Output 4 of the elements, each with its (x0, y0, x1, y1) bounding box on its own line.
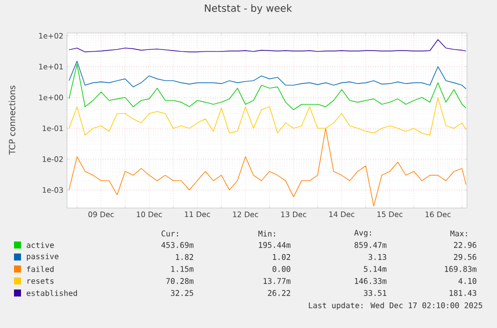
y-axis-title: TCP connections (8, 86, 16, 155)
line-series (68, 128, 466, 206)
line-series (68, 97, 466, 136)
chart-title: Netstat - by week (204, 4, 292, 14)
